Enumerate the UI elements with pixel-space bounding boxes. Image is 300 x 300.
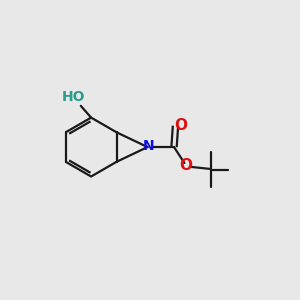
Text: O: O bbox=[179, 158, 192, 173]
Text: O: O bbox=[174, 118, 187, 134]
Text: N: N bbox=[143, 140, 154, 154]
Text: HO: HO bbox=[62, 90, 85, 104]
